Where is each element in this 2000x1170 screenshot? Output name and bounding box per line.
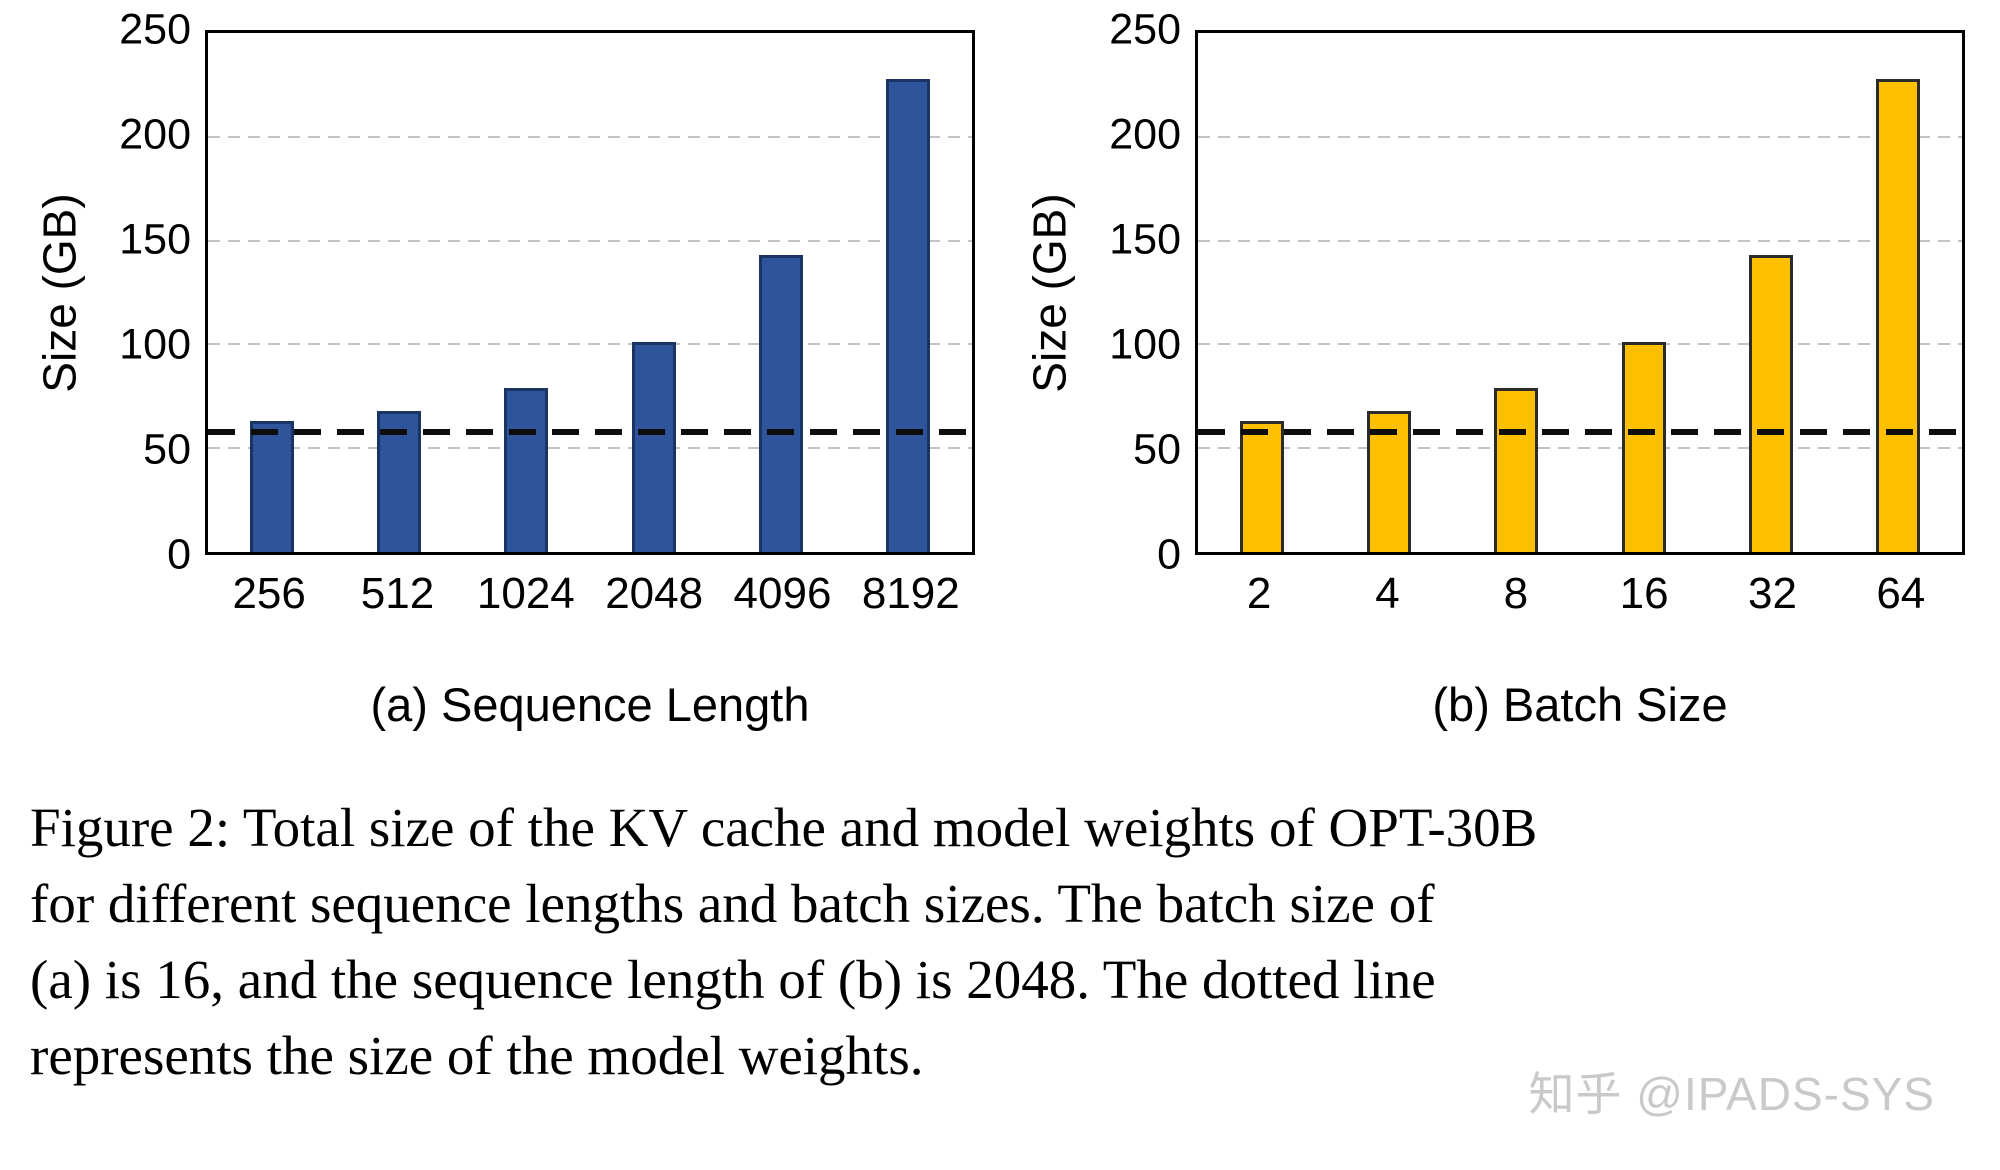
gridline	[1198, 239, 1962, 242]
y-axis-title-text: Size (GB)	[34, 192, 86, 393]
y-tick-label: 0	[167, 530, 191, 579]
y-axis-title: Size (GB)	[25, 30, 95, 555]
y-tick-label: 50	[1133, 425, 1181, 474]
bar-2	[1239, 421, 1284, 552]
chart-sequence-length: Size (GB) 0 50 100 150 200 250 256 512 1024 2048…	[25, 8, 975, 732]
caption-line-3: (a) is 16, and the sequence length of (b…	[30, 948, 1436, 1010]
y-tick-label: 0	[1157, 530, 1181, 579]
y-tick-label: 150	[119, 215, 191, 264]
bar-slot	[1835, 33, 1962, 552]
bar-64	[1876, 78, 1921, 552]
y-tick-label: 250	[1109, 5, 1181, 54]
y-tick-label: 150	[1109, 215, 1181, 264]
bar-4096	[758, 255, 803, 552]
x-tick-label: 2048	[605, 569, 704, 618]
plot-area	[1195, 30, 1965, 555]
x-tick-label: 4096	[733, 569, 832, 618]
bar-slot	[463, 33, 590, 552]
chart-batch-size: Size (GB) 0 50 100 150 200 250 2 4 8 16 32 64 (b) …	[1015, 8, 1965, 732]
x-axis-row: 2 4 8 16 32 64	[1015, 569, 1965, 619]
gridline	[208, 343, 972, 346]
bar-slot	[1580, 33, 1707, 552]
model-weights-reference-line	[1198, 428, 1962, 435]
subcaption-a: (a) Sequence Length	[370, 678, 810, 731]
x-tick-label: 16	[1619, 569, 1669, 618]
y-tick-label: 100	[119, 320, 191, 369]
figure-charts-row: Size (GB) 0 50 100 150 200 250 256 512 1024 2048…	[25, 8, 1965, 732]
y-tick-label: 100	[1109, 320, 1181, 369]
x-tick-label: 32	[1748, 569, 1797, 618]
x-axis-ticks: 256 512 1024 2048 4096 8192	[205, 569, 975, 619]
y-tick-label: 50	[143, 425, 191, 474]
bar-8	[1494, 388, 1539, 552]
bars-container	[208, 33, 972, 552]
x-tick-label: 8192	[861, 569, 960, 618]
y-axis-title-text: Size (GB)	[1024, 192, 1076, 393]
bar-slot	[208, 33, 335, 552]
bar-slot	[1198, 33, 1325, 552]
plot-area	[205, 30, 975, 555]
x-axis-ticks: 2 4 8 16 32 64	[1195, 569, 1965, 619]
gridline	[208, 239, 972, 242]
bars-container	[1198, 33, 1962, 552]
caption-line-1: Figure 2: Total size of the KV cache and…	[30, 797, 1538, 858]
bar-16	[1621, 342, 1666, 552]
x-tick-label: 8	[1503, 569, 1529, 618]
gridline	[208, 135, 972, 138]
bar-32	[1748, 255, 1793, 552]
bar-256	[249, 421, 294, 552]
bar-2048	[631, 342, 676, 552]
x-axis-row: 256 512 1024 2048 4096 8192	[25, 569, 975, 619]
y-axis-title: Size (GB)	[1015, 30, 1085, 555]
bar-slot	[590, 33, 717, 552]
bar-slot	[1707, 33, 1834, 552]
watermark: 知乎 @IPADS-SYS	[1528, 1068, 1935, 1120]
y-axis-ticks: 0 50 100 150 200 250	[1085, 8, 1195, 576]
gridline	[1198, 343, 1962, 346]
gridline	[1198, 447, 1962, 450]
bar-slot	[845, 33, 972, 552]
x-tick-label: 512	[360, 569, 435, 618]
y-tick-label: 200	[119, 110, 191, 159]
x-tick-label: 2	[1246, 569, 1272, 618]
chart-body: Size (GB) 0 50 100 150 200 250	[25, 8, 975, 576]
bar-8192	[886, 78, 931, 552]
x-tick-label: 1024	[476, 569, 575, 618]
gridline	[1198, 135, 1962, 138]
bar-slot	[335, 33, 462, 552]
y-tick-label: 250	[119, 5, 191, 54]
x-tick-label: 64	[1876, 569, 1926, 618]
gridline	[208, 447, 972, 450]
bar-slot	[1453, 33, 1580, 552]
y-tick-label: 200	[1109, 110, 1181, 159]
bar-slot	[717, 33, 844, 552]
subcaption-b: (b) Batch Size	[1432, 678, 1728, 731]
x-tick-label: 4	[1375, 569, 1400, 618]
model-weights-reference-line	[208, 428, 972, 435]
figure-caption: Figure 2: Total size of the KV cache and…	[30, 790, 1970, 1094]
bar-slot	[1325, 33, 1452, 552]
y-axis-ticks: 0 50 100 150 200 250	[95, 8, 205, 576]
bar-1024	[504, 388, 549, 552]
caption-line-2: for different sequence lengths and batch…	[30, 872, 1435, 934]
x-tick-label: 256	[232, 569, 306, 618]
chart-body: Size (GB) 0 50 100 150 200 250	[1015, 8, 1965, 576]
caption-line-4: represents the size of the model weights…	[30, 1024, 924, 1086]
